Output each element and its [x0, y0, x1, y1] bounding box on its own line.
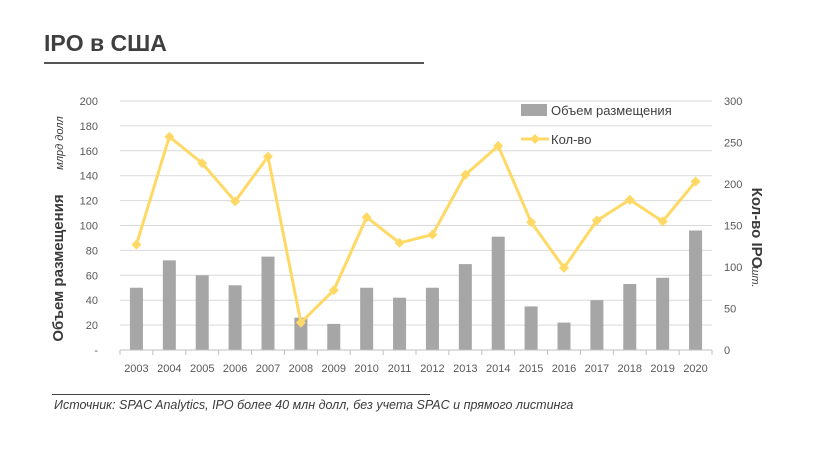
- line-point: [591, 215, 602, 226]
- left-axis-ticks: - 20 40 60 80 100 120 140 160 180 200: [80, 96, 99, 357]
- line-point: [197, 158, 208, 169]
- line-point: [263, 151, 273, 162]
- bar: [557, 322, 571, 350]
- right-tick-label: 300: [724, 96, 742, 108]
- line-point: [164, 131, 175, 142]
- bar: [294, 317, 308, 350]
- x-tick-label: 2008: [289, 363, 313, 375]
- x-tick-label: 2018: [618, 363, 642, 375]
- left-tick-label: 80: [86, 245, 98, 257]
- right-axis-title: Кол-во IPO: [748, 188, 765, 269]
- line-point: [657, 216, 668, 227]
- right-tick-label: 0: [724, 345, 730, 357]
- line-point: [460, 169, 471, 180]
- left-tick-label: 100: [80, 221, 98, 233]
- bar: [425, 287, 439, 350]
- x-tick-label: 2016: [552, 363, 576, 375]
- bar: [162, 260, 176, 350]
- line-point: [131, 239, 142, 250]
- bar: [524, 306, 538, 350]
- line-point: [295, 317, 306, 328]
- left-tick-label: -: [94, 345, 98, 357]
- title-underline: [44, 62, 424, 64]
- left-tick-label: 140: [80, 171, 98, 183]
- gridlines: [120, 100, 712, 326]
- line-point: [624, 194, 635, 205]
- x-tick-label: 2019: [650, 363, 674, 375]
- left-tick-label: 60: [86, 270, 98, 282]
- bar: [623, 284, 637, 350]
- x-tick-label: 2014: [486, 363, 510, 375]
- x-tick-label: 2012: [420, 363, 444, 375]
- left-tick-label: 40: [86, 295, 98, 307]
- x-tick-label: 2011: [388, 363, 412, 375]
- legend-swatch-volume: [521, 104, 547, 116]
- x-tick-label: 2005: [190, 363, 214, 375]
- bar-series: [129, 230, 703, 350]
- line-point: [328, 285, 339, 296]
- left-axis-title: Объем размещения: [50, 194, 67, 341]
- line-point: [427, 229, 438, 240]
- bar: [491, 236, 505, 350]
- line-point: [526, 217, 537, 228]
- line-point: [230, 196, 241, 207]
- legend: Объем размещения Кол-во: [521, 103, 672, 147]
- bar: [228, 285, 242, 350]
- line-point: [690, 176, 701, 187]
- left-tick-label: 200: [80, 96, 98, 108]
- legend-label-count: Кол-во: [551, 132, 591, 147]
- line-point: [493, 140, 504, 151]
- right-axis-ticks: 0 50 100 150 200 250 300: [724, 96, 742, 357]
- left-tick-label: 120: [80, 196, 98, 208]
- source-divider: [52, 394, 430, 395]
- x-tick-label: 2007: [256, 363, 280, 375]
- line-point: [394, 237, 405, 248]
- bar: [261, 256, 275, 350]
- x-tick-label: 2003: [124, 363, 148, 375]
- right-axis-unit: шт.: [749, 266, 761, 287]
- x-tick-label: 2020: [683, 363, 707, 375]
- left-axis-unit: млрд долл: [54, 116, 66, 169]
- line-point: [559, 262, 569, 273]
- bar: [129, 287, 143, 350]
- x-axis-ticks: 2003 2004 2005 2006 2007 2008 2009 2010 2011 2012…: [119, 349, 713, 375]
- bar: [393, 297, 407, 350]
- line-series: [131, 131, 701, 328]
- bar: [689, 230, 703, 350]
- right-tick-label: 250: [724, 138, 742, 150]
- bar: [656, 277, 670, 350]
- left-tick-label: 20: [86, 320, 98, 332]
- x-tick-label: 2017: [585, 363, 609, 375]
- left-tick-label: 180: [80, 121, 98, 133]
- right-tick-label: 200: [724, 179, 742, 191]
- bar: [458, 264, 472, 350]
- page-title: IPO в США: [44, 30, 167, 56]
- bar: [195, 275, 209, 350]
- legend-marker-count: [530, 134, 540, 144]
- x-tick-label: 2004: [157, 363, 181, 375]
- count-line: [135, 135, 697, 325]
- x-tick-label: 2013: [453, 363, 477, 375]
- right-tick-label: 100: [724, 262, 742, 274]
- line-point: [361, 212, 372, 223]
- x-tick-label: 2015: [519, 363, 543, 375]
- bar: [590, 300, 604, 350]
- right-tick-label: 150: [724, 221, 742, 233]
- x-tick-label: 2006: [223, 363, 247, 375]
- legend-label-volume: Объем размещения: [551, 103, 672, 118]
- source-note: Источник: SPAC Analytics, IPO более 40 м…: [54, 398, 574, 412]
- x-tick-label: 2010: [354, 363, 378, 375]
- bar: [327, 323, 341, 350]
- bar: [360, 287, 374, 350]
- left-tick-label: 160: [80, 146, 98, 158]
- x-tick-label: 2009: [322, 363, 346, 375]
- right-tick-label: 50: [724, 304, 736, 316]
